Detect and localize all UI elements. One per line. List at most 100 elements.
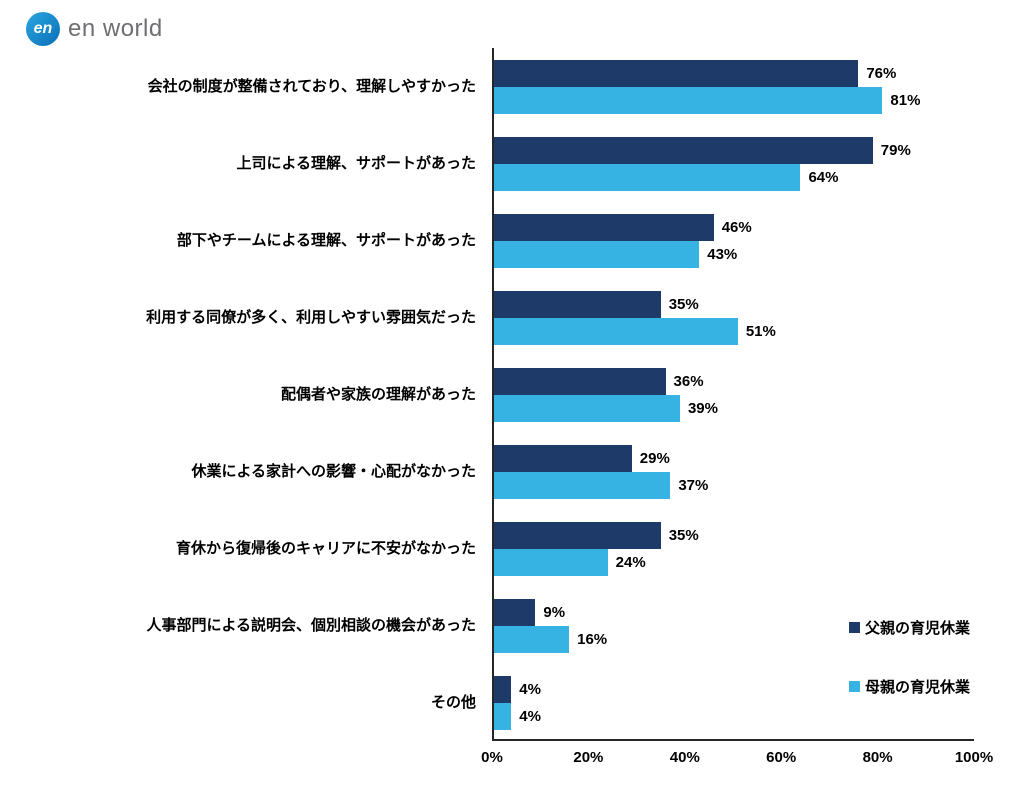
bar — [492, 86, 883, 114]
logo-text: en world — [68, 15, 163, 42]
category-label: その他 — [430, 693, 476, 711]
enworld-logo: en en world — [26, 12, 163, 46]
chart-row: 上司による理解、サポートがあった 79% 64% — [12, 125, 974, 202]
bar — [492, 548, 608, 576]
bar-line: 4% — [492, 675, 974, 703]
bar — [492, 394, 680, 422]
chart-plot-area: 会社の制度が整備されており、理解しやすかった 76% 81% 上司による理解、サポート… — [12, 48, 974, 741]
bar-line: 29% — [492, 444, 974, 472]
category-label: 配偶者や家族の理解があった — [280, 385, 476, 403]
bar-line: 43% — [492, 240, 974, 268]
bar — [492, 163, 801, 191]
legend-swatch — [848, 681, 860, 692]
bar-group: 46% 43% — [492, 213, 974, 268]
value-label: 64% — [808, 168, 839, 186]
bar-line: 51% — [492, 317, 974, 345]
legend-label: 母親の育児休業 — [864, 679, 970, 696]
bar-group: 79% 64% — [492, 136, 974, 191]
bar — [492, 598, 536, 626]
bar-line: 16% — [492, 625, 974, 653]
x-axis-tick-label: 80% — [862, 749, 893, 766]
value-label: 79% — [880, 141, 911, 159]
value-label: 24% — [615, 553, 646, 571]
bar — [492, 290, 661, 318]
value-label: 4% — [519, 707, 541, 725]
x-axis-spacer — [12, 741, 492, 769]
chart-row: その他 4% 4% — [12, 664, 974, 741]
x-axis: 0% 20% 40% 60% 80% 100% — [12, 741, 993, 769]
value-label: 43% — [707, 245, 738, 263]
x-axis-tick-label: 0% — [481, 749, 503, 766]
bar-line: 35% — [492, 290, 974, 318]
legend-item: 父親の育児休業 — [848, 617, 970, 638]
value-label: 46% — [721, 218, 752, 236]
chart-row: 休業による家計への影響・心配がなかった 29% 37% — [12, 433, 974, 510]
category-label: 利用する同僚が多く、利用しやすい雰囲気だった — [146, 308, 476, 326]
legend-item: 母親の育児休業 — [848, 676, 970, 697]
chart-row: 部下やチームによる理解、サポートがあった 46% 43% — [12, 202, 974, 279]
bar-line: 81% — [492, 86, 974, 114]
bar-line: 24% — [492, 548, 974, 576]
value-label: 36% — [673, 372, 704, 390]
legend-label: 父親の育児休業 — [864, 620, 970, 637]
bar-line: 76% — [492, 59, 974, 87]
chart-row: 配偶者や家族の理解があった 36% 39% — [12, 356, 974, 433]
bar-group: 36% 39% — [492, 367, 974, 422]
chart-row: 会社の制度が整備されており、理解しやすかった 76% 81% — [12, 48, 974, 125]
bar — [492, 59, 859, 87]
bar-line: 35% — [492, 521, 974, 549]
bar — [492, 240, 700, 268]
value-label: 35% — [668, 526, 699, 544]
x-axis-tick-label: 60% — [766, 749, 797, 766]
value-label: 29% — [639, 449, 670, 467]
legend-swatch — [848, 622, 860, 633]
bar-group: 9% 16% — [492, 598, 974, 653]
bar-group: 76% 81% — [492, 59, 974, 114]
bar-group: 29% 37% — [492, 444, 974, 499]
value-label: 35% — [668, 295, 699, 313]
bar-line: 79% — [492, 136, 974, 164]
legend: 父親の育児休業 母親の育児休業 — [848, 617, 970, 697]
bar-line: 9% — [492, 598, 974, 626]
value-label: 39% — [687, 399, 718, 417]
value-label: 76% — [866, 64, 897, 82]
x-axis-tick-label: 20% — [573, 749, 604, 766]
bar-line: 4% — [492, 702, 974, 730]
bar — [492, 317, 738, 345]
bar — [492, 675, 512, 703]
x-axis-tick-label: 40% — [669, 749, 700, 766]
bar-line: 46% — [492, 213, 974, 241]
bar — [492, 471, 671, 499]
enworld-logo-icon: en — [26, 12, 60, 46]
x-axis-tick-labels: 0% 20% 40% 60% 80% 100% — [481, 741, 993, 769]
x-axis-tick-label: 100% — [954, 749, 994, 766]
value-label: 16% — [577, 630, 608, 648]
chart-row: 人事部門による説明会、個別相談の機会があった 9% 16% — [12, 587, 974, 664]
bar-group: 4% 4% — [492, 675, 974, 730]
category-label: 部下やチームによる理解、サポートがあった — [176, 231, 476, 249]
bar — [492, 702, 512, 730]
bar-line: 37% — [492, 471, 974, 499]
bar-chart: 会社の制度が整備されており、理解しやすかった 76% 81% 上司による理解、サポート… — [12, 48, 993, 769]
value-label: 51% — [745, 322, 776, 340]
bar — [492, 136, 873, 164]
bar-group: 35% 51% — [492, 290, 974, 345]
bar — [492, 625, 570, 653]
category-label: 会社の制度が整備されており、理解しやすかった — [147, 77, 476, 95]
value-label: 37% — [678, 476, 709, 494]
category-label: 人事部門による説明会、個別相談の機会があった — [146, 616, 476, 634]
bar-line: 64% — [492, 163, 974, 191]
value-label: 4% — [519, 680, 541, 698]
bar — [492, 213, 714, 241]
category-label: 上司による理解、サポートがあった — [236, 154, 476, 172]
category-label: 育休から復帰後のキャリアに不安がなかった — [175, 539, 476, 557]
bar — [492, 367, 666, 395]
bar — [492, 444, 632, 472]
bar-group: 35% 24% — [492, 521, 974, 576]
category-label: 休業による家計への影響・心配がなかった — [191, 462, 476, 480]
bar — [492, 521, 661, 549]
value-label: 81% — [890, 91, 921, 109]
chart-row: 利用する同僚が多く、利用しやすい雰囲気だった 35% 51% — [12, 279, 974, 356]
bar-line: 39% — [492, 394, 974, 422]
